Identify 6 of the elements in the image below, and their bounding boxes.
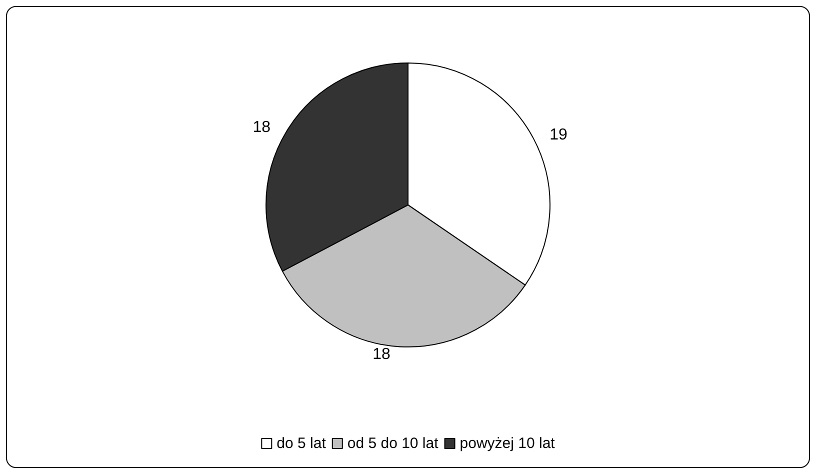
legend-label: powyżej 10 lat (460, 435, 556, 452)
data-label: 19 (550, 126, 568, 144)
legend-label: od 5 do 10 lat (347, 435, 440, 452)
data-label: 18 (372, 346, 391, 364)
legend-label: do 5 lat (276, 435, 327, 452)
data-label: 18 (252, 118, 271, 136)
